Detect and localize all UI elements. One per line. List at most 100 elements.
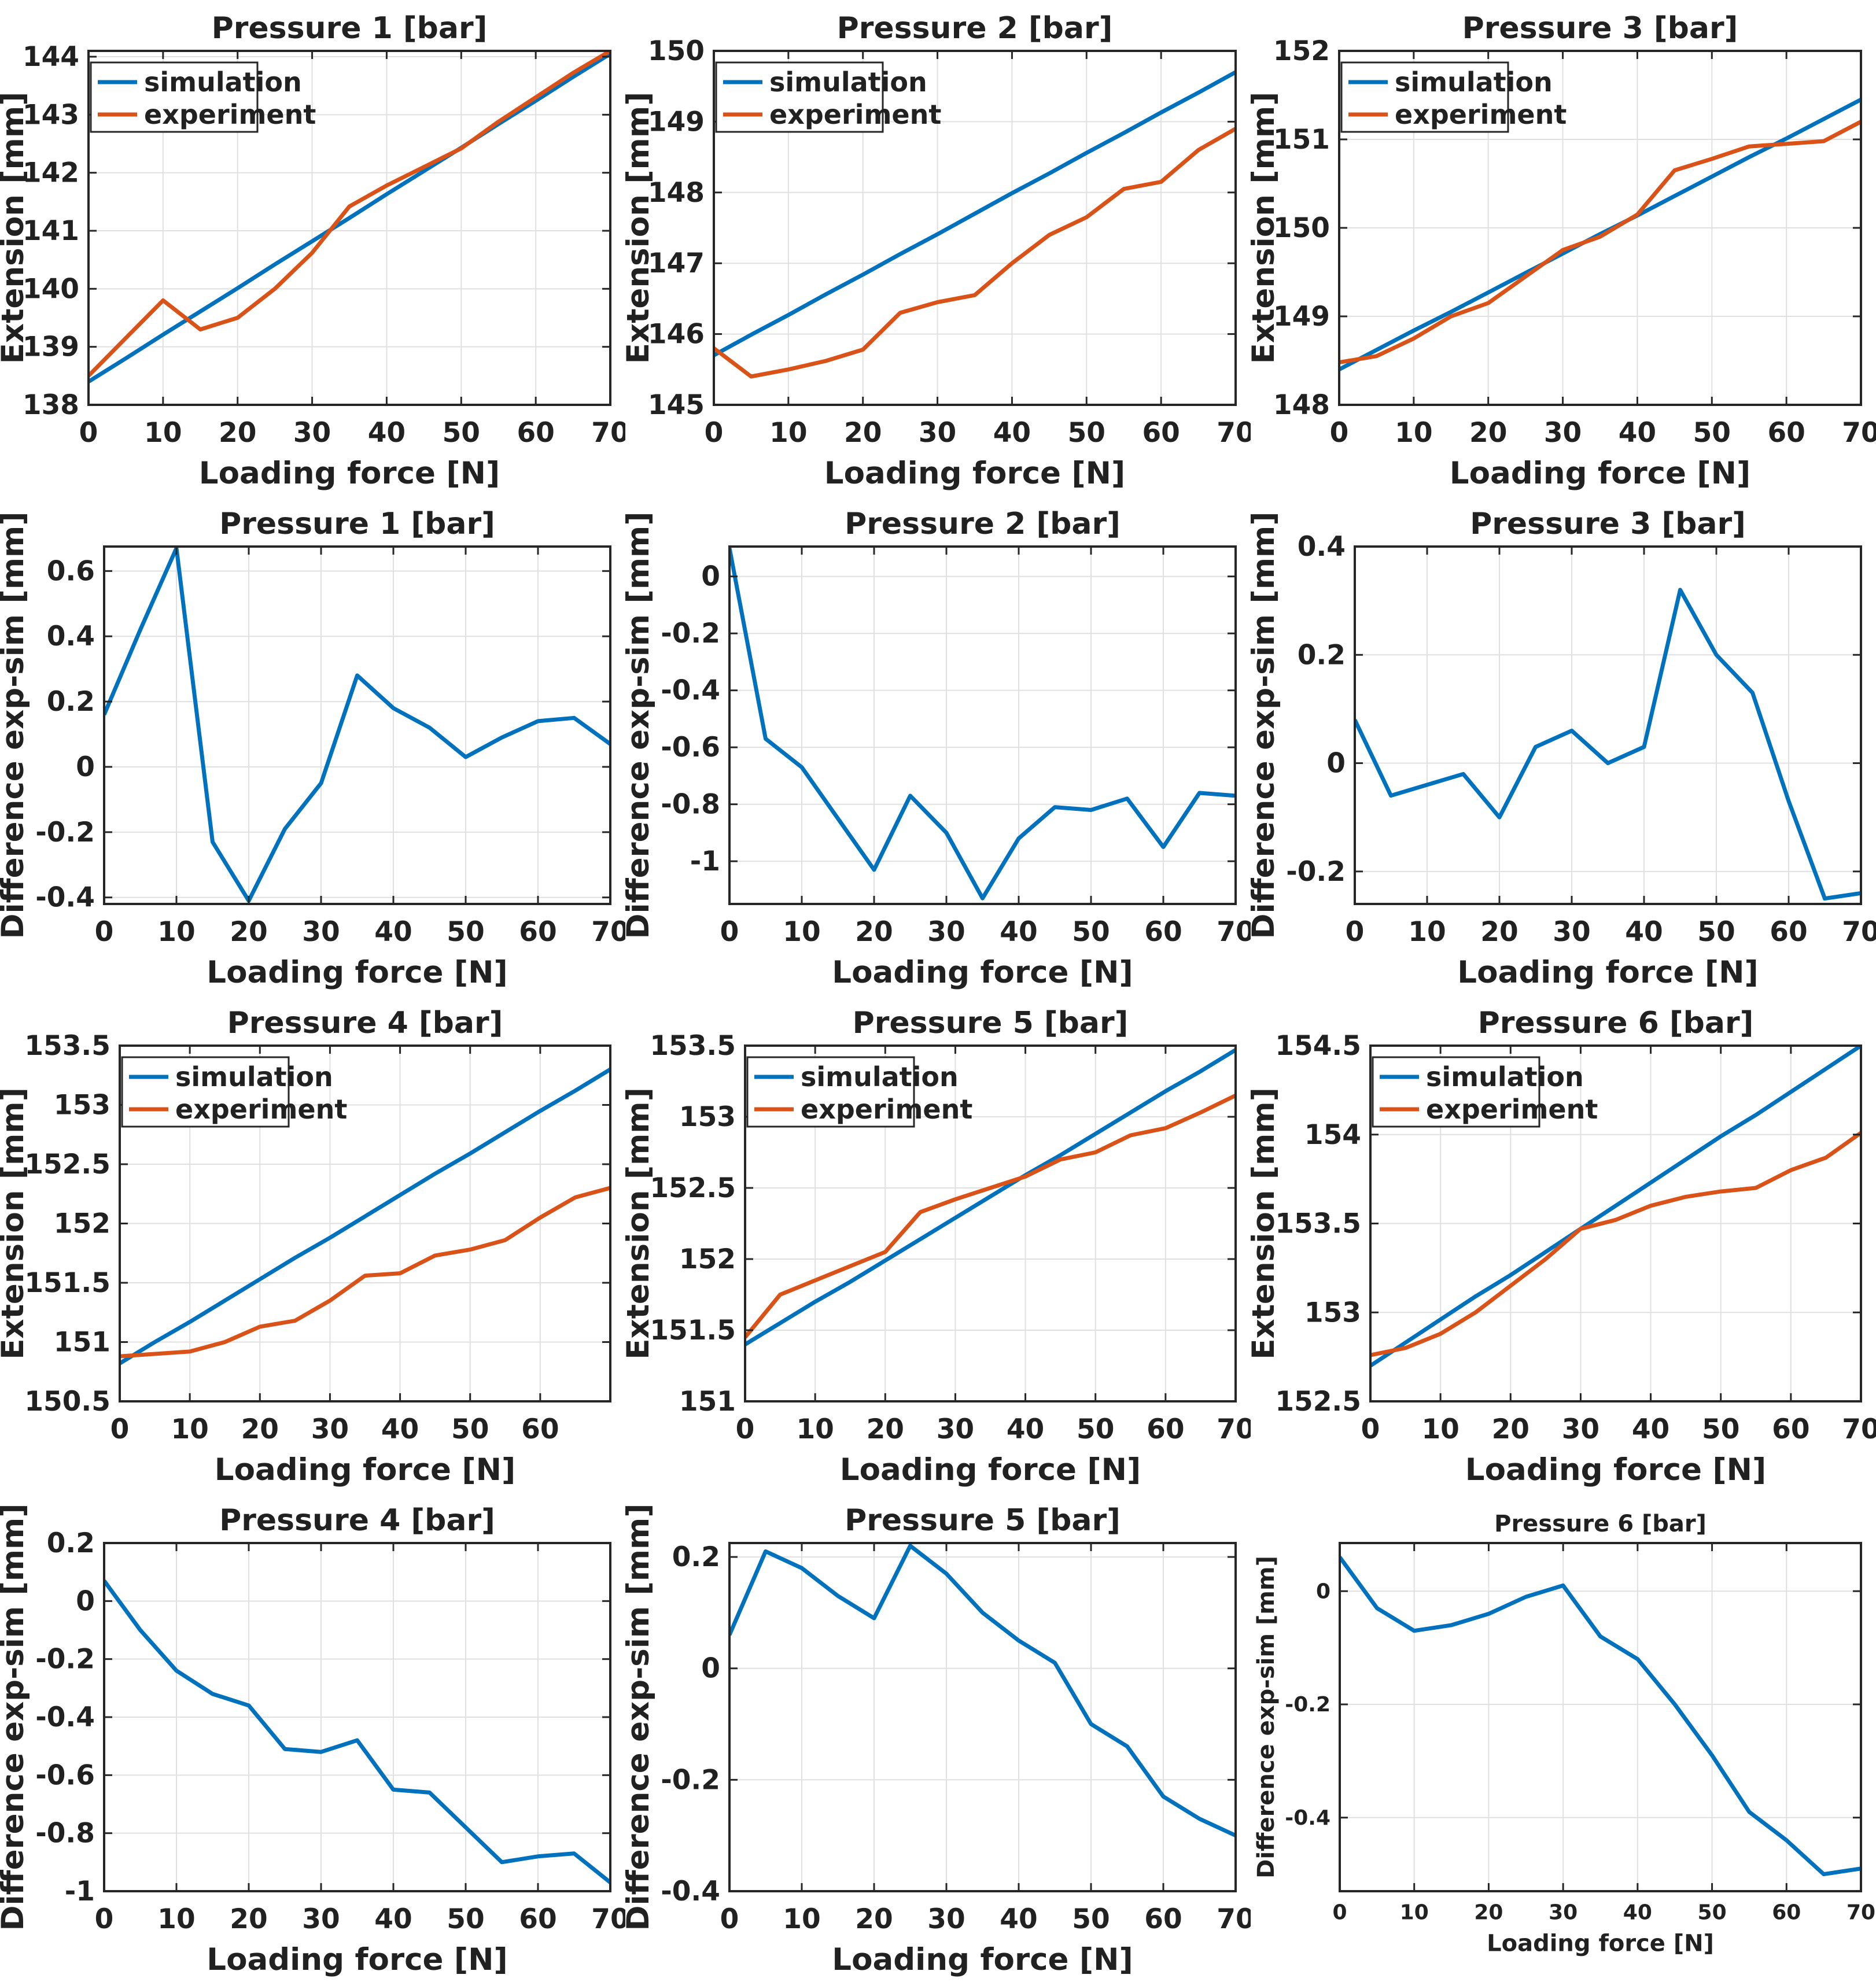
x-tick-label: 50 — [443, 417, 480, 449]
x-tick-label: 50 — [447, 916, 484, 948]
x-tick-label: 0 — [736, 1413, 755, 1445]
experiment-line — [120, 1186, 610, 1359]
chart-pressure-2-difference: 0 10 20 30 40 50 60 70 -1 -0.8 -0.6 -0.4 -0.2 0 Pressu… — [625, 496, 1251, 995]
difference-line — [104, 547, 610, 903]
x-tick-label: 30 — [919, 417, 956, 449]
x-tick-label: 50 — [1697, 916, 1735, 948]
axes-box — [1339, 1542, 1862, 1892]
x-tick-label: 0 — [1332, 1901, 1347, 1925]
chart-pressure-4-difference: 0 10 20 30 40 50 60 70 -1 -0.8 -0.6 -0.4 -0.2 0 0.2 Pre… — [0, 1492, 625, 1982]
y-tick-label: 0.2 — [47, 686, 95, 718]
plot-title: Pressure 5 [bar] — [853, 1006, 1129, 1040]
y-tick-label: -0.2 — [35, 1644, 95, 1675]
y-tick-label: 0.4 — [1298, 531, 1346, 563]
y-tick-label: 146 — [648, 319, 705, 350]
plot-pressure-4-difference: 0 10 20 30 40 50 60 70 -1 -0.8 -0.6 -0.4 -0.2 0 0.2 Pre… — [0, 1492, 625, 1982]
x-tick-label: 40 — [368, 417, 406, 449]
x-tick-label: 10 — [157, 1903, 195, 1935]
legend-label-simulation: simulation — [1426, 1061, 1584, 1093]
x-tick-label: 10 — [1421, 1413, 1459, 1445]
simulation-line — [120, 1068, 610, 1365]
x-axis-label: Loading force [N] — [215, 1452, 515, 1488]
x-tick-label: 20 — [867, 1413, 904, 1445]
x-tick-label: 0 — [95, 1903, 114, 1935]
plot-title: Pressure 3 [bar] — [1462, 11, 1738, 46]
plot-title: Pressure 2 [bar] — [837, 11, 1113, 46]
x-tick-label: 30 — [937, 1413, 974, 1445]
y-tick-label: 150 — [648, 35, 705, 67]
x-tick-label: 60 — [1144, 1903, 1182, 1935]
y-tick-label: 151 — [679, 1386, 736, 1418]
x-tick-label: 30 — [927, 1903, 965, 1935]
plot-title: Pressure 2 [bar] — [845, 507, 1121, 541]
y-tick-label: 0 — [701, 561, 720, 593]
legend-label-simulation: simulation — [801, 1061, 959, 1093]
plot-pressure-5-extension: 0 10 20 30 40 50 60 70 151 151.5 152 152.5 153 153.5 P… — [625, 995, 1251, 1492]
y-axis-label: Difference exp-sim [mm] — [625, 1503, 656, 1931]
x-tick-label: 40 — [1632, 1413, 1669, 1445]
x-tick-label: 10 — [1408, 916, 1446, 948]
legend-label-experiment: experiment — [1395, 99, 1567, 130]
x-tick-label: 30 — [302, 1903, 340, 1935]
y-tick-label: 153 — [1304, 1297, 1361, 1328]
x-tick-label: 60 — [1772, 1413, 1809, 1445]
legend-label-experiment: experiment — [1426, 1094, 1598, 1125]
y-tick-label: -0.2 — [35, 817, 95, 848]
x-tick-label: 30 — [302, 916, 340, 948]
y-tick-label: 0.4 — [47, 621, 95, 652]
x-tick-label: 0 — [720, 916, 739, 948]
y-tick-label: -0.4 — [1285, 1806, 1330, 1830]
y-tick-label: -0.2 — [661, 618, 720, 649]
plot-title: Pressure 1 [bar] — [219, 507, 495, 541]
x-tick-label: 20 — [1480, 916, 1518, 948]
x-axis-label: Loading force [N] — [840, 1452, 1141, 1488]
x-tick-label: 30 — [1544, 417, 1582, 449]
x-tick-label: 70 — [1842, 417, 1876, 449]
plot-title: Pressure 3 [bar] — [1470, 507, 1746, 541]
plot-pressure-2-difference: 0 10 20 30 40 50 60 70 -1 -0.8 -0.6 -0.4 -0.2 0 Pressu… — [625, 496, 1251, 995]
legend-label-simulation: simulation — [175, 1061, 333, 1093]
legend-label-experiment: experiment — [769, 99, 941, 130]
y-tick-label: 141 — [23, 215, 79, 247]
y-tick-label: 151.5 — [650, 1315, 736, 1346]
y-tick-label: 0.2 — [672, 1541, 720, 1573]
legend-label-simulation: simulation — [769, 67, 927, 98]
difference-line — [729, 1544, 1236, 1837]
experiment-line — [1370, 1131, 1861, 1357]
legend-box — [1340, 61, 1509, 133]
x-tick-label: 40 — [381, 1413, 419, 1445]
legend-box — [90, 61, 259, 133]
x-tick-label: 20 — [241, 1413, 279, 1445]
x-tick-label: 10 — [157, 916, 195, 948]
x-tick-label: 30 — [293, 417, 331, 449]
x-axis-label: Loading force [N] — [1487, 1930, 1714, 1957]
difference-line — [1340, 1556, 1861, 1877]
chart-pressure-1-difference: 0 10 20 30 40 50 60 70 -0.4 -0.2 0 0.2 0.4 0.6 Pressur… — [0, 496, 625, 995]
y-tick-label: -0.4 — [35, 1702, 95, 1733]
y-tick-label: 154 — [1304, 1119, 1361, 1151]
x-tick-label: 40 — [1007, 1413, 1044, 1445]
y-tick-label: -0.2 — [661, 1764, 720, 1796]
x-tick-label: 60 — [1767, 417, 1805, 449]
x-tick-label: 60 — [1770, 916, 1807, 948]
x-tick-label: 70 — [1217, 916, 1251, 948]
x-tick-label: 10 — [171, 1413, 208, 1445]
x-tick-label: 0 — [720, 1903, 739, 1935]
x-tick-label: 20 — [1474, 1901, 1503, 1925]
difference-line — [104, 1579, 610, 1884]
y-tick-label: 148 — [648, 177, 705, 209]
legend-box — [1372, 1056, 1540, 1128]
y-tick-label: 152.5 — [1275, 1386, 1361, 1418]
x-tick-label: 40 — [1000, 916, 1037, 948]
legend-label-simulation: simulation — [1395, 67, 1553, 98]
x-tick-label: 20 — [1469, 417, 1507, 449]
y-tick-label: 150 — [1273, 212, 1330, 244]
x-tick-label: 10 — [769, 417, 807, 449]
y-tick-label: 0 — [701, 1653, 720, 1685]
y-axis-label: Difference exp-sim [mm] — [625, 511, 656, 939]
x-tick-label: 60 — [1142, 417, 1180, 449]
axes-box — [87, 50, 611, 406]
y-tick-label: 144 — [23, 41, 79, 73]
legend-box — [121, 1056, 290, 1128]
y-tick-label: 138 — [23, 389, 79, 421]
